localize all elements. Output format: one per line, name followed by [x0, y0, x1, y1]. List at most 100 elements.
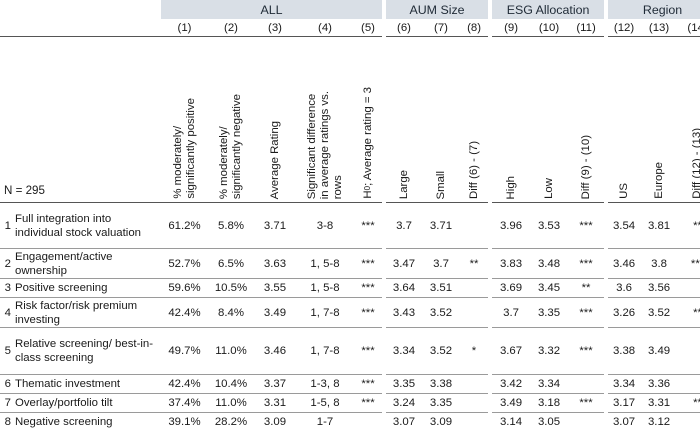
row-label: Positive screening [14, 278, 161, 298]
table-cell: 3.46 [608, 248, 641, 279]
table-cell [354, 412, 383, 432]
table-cell: 42.4% [161, 297, 208, 328]
row-number: 3 [0, 278, 14, 298]
col-number: (9) [492, 19, 531, 37]
table-cell: 1, 5-8 [296, 278, 354, 298]
col-number: (13) [640, 19, 679, 37]
col-number: (12) [608, 19, 641, 37]
table-cell: 3.83 [492, 248, 531, 279]
table-cell: 3.09 [422, 412, 461, 432]
table-cell: 3.7 [492, 297, 531, 328]
table-cell: 3.31 [640, 393, 679, 413]
column-number-row: (1) (2) (3) (4) (5) (6) (7) (8) (9) (10)… [0, 19, 700, 37]
table-cell: 1-5, 8 [296, 393, 354, 413]
group-header-row: ALL AUM Size ESG Allocation Region [0, 0, 700, 19]
table-cell: 3.52 [422, 297, 461, 328]
table-cell: 3.14 [492, 412, 531, 432]
table-cell: 3.38 [608, 327, 641, 375]
table-cell: 3.09 [254, 412, 296, 432]
table-cell: 28.2% [208, 412, 254, 432]
table-cell: 3.07 [386, 412, 423, 432]
row-number: 2 [0, 248, 14, 279]
table-cell: *** [678, 248, 700, 279]
table-cell: 3.71 [422, 202, 461, 249]
table-cell: *** [354, 202, 383, 249]
table-cell: 3.35 [530, 297, 569, 328]
table-cell: 49.7% [161, 327, 208, 375]
table-cell: 3.26 [608, 297, 641, 328]
table-cell: 3.05 [530, 412, 569, 432]
table-cell: 3.8 [640, 248, 679, 279]
table-cell: 1, 7-8 [296, 327, 354, 375]
table-cell: 1-3, 8 [296, 374, 354, 394]
col-number: (2) [208, 19, 254, 37]
table-cell [460, 297, 489, 328]
row-label: Engagement/active ownership [14, 248, 161, 279]
row-label: Overlay/portfolio tilt [14, 393, 161, 413]
header-diff-12-13: Diff (12) - (13) [691, 128, 700, 199]
table-row: 7 Overlay/portfolio tilt 37.4% 11.0% 3.31 1-5… [0, 393, 700, 413]
header-pct-negative: % moderately/significantly negative [218, 93, 243, 199]
row-label: Relative screening/ best-in-class screen… [14, 327, 161, 375]
col-number: (3) [254, 19, 296, 37]
results-table-wrapper: ALL AUM Size ESG Allocation Region (1) (… [0, 0, 700, 432]
table-cell: 3.49 [640, 327, 679, 375]
table-cell: 1, 5-8 [296, 248, 354, 279]
table-cell: 3.45 [530, 278, 569, 298]
header-diff-6-7: Diff (6) - (7) [467, 140, 480, 199]
header-average-rating: Average Rating [268, 120, 281, 199]
table-cell: *** [568, 297, 605, 328]
group-all: ALL [161, 0, 383, 19]
table-cell: 10.5% [208, 278, 254, 298]
column-header-row: N = 295 % moderately/significantly posit… [0, 36, 700, 203]
table-cell: 3.55 [254, 278, 296, 298]
table-cell: 3.43 [386, 297, 423, 328]
header-significant-difference: Significant difference in average ratings… [305, 90, 344, 199]
table-cell: 11.0% [208, 393, 254, 413]
table-cell: 3.49 [492, 393, 531, 413]
table-cell [460, 278, 489, 298]
table-cell [460, 374, 489, 394]
table-cell: 3.24 [386, 393, 423, 413]
table-cell: * [460, 327, 489, 375]
table-cell: 3.17 [608, 393, 641, 413]
table-cell: *** [354, 393, 383, 413]
table-cell: 61.2% [161, 202, 208, 249]
row-label: Negative screening [14, 412, 161, 432]
col-number: (7) [422, 19, 461, 37]
table-cell: 52.7% [161, 248, 208, 279]
header-us: US [617, 183, 630, 199]
row-label: Thematic investment [14, 374, 161, 394]
header-low: Low [542, 178, 555, 199]
table-cell: ** [678, 393, 700, 413]
row-number: 1 [0, 202, 14, 249]
table-cell: 3.07 [608, 412, 641, 432]
table-cell: 3.53 [530, 202, 569, 249]
sample-size-label: N = 295 [4, 184, 45, 197]
table-cell: 8.4% [208, 297, 254, 328]
group-esg-allocation: ESG Allocation [492, 0, 605, 19]
table-cell [678, 374, 700, 394]
table-cell: 1-7 [296, 412, 354, 432]
table-row: 8 Negative screening 39.1% 28.2% 3.09 1-7 3.07… [0, 412, 700, 432]
header-large: Large [397, 169, 410, 199]
table-cell: *** [568, 202, 605, 249]
table-cell: 3.18 [530, 393, 569, 413]
table-cell: 3.64 [386, 278, 423, 298]
col-number: (10) [530, 19, 569, 37]
table-cell [678, 278, 700, 298]
table-row: 3 Positive screening 59.6% 10.5% 3.55 1, 5-8 *… [0, 278, 700, 298]
table-cell: 3.35 [422, 393, 461, 413]
table-cell: *** [354, 327, 383, 375]
table-cell [678, 327, 700, 375]
table-cell: 3.34 [530, 374, 569, 394]
table-cell: 3.42 [492, 374, 531, 394]
col-number: (14) [678, 19, 700, 37]
table-cell: 59.6% [161, 278, 208, 298]
table-cell: 37.4% [161, 393, 208, 413]
table-cell [678, 412, 700, 432]
row-number: 4 [0, 297, 14, 328]
table-cell: 3.71 [254, 202, 296, 249]
table-cell: 3.46 [254, 327, 296, 375]
table-cell: 3.52 [422, 327, 461, 375]
